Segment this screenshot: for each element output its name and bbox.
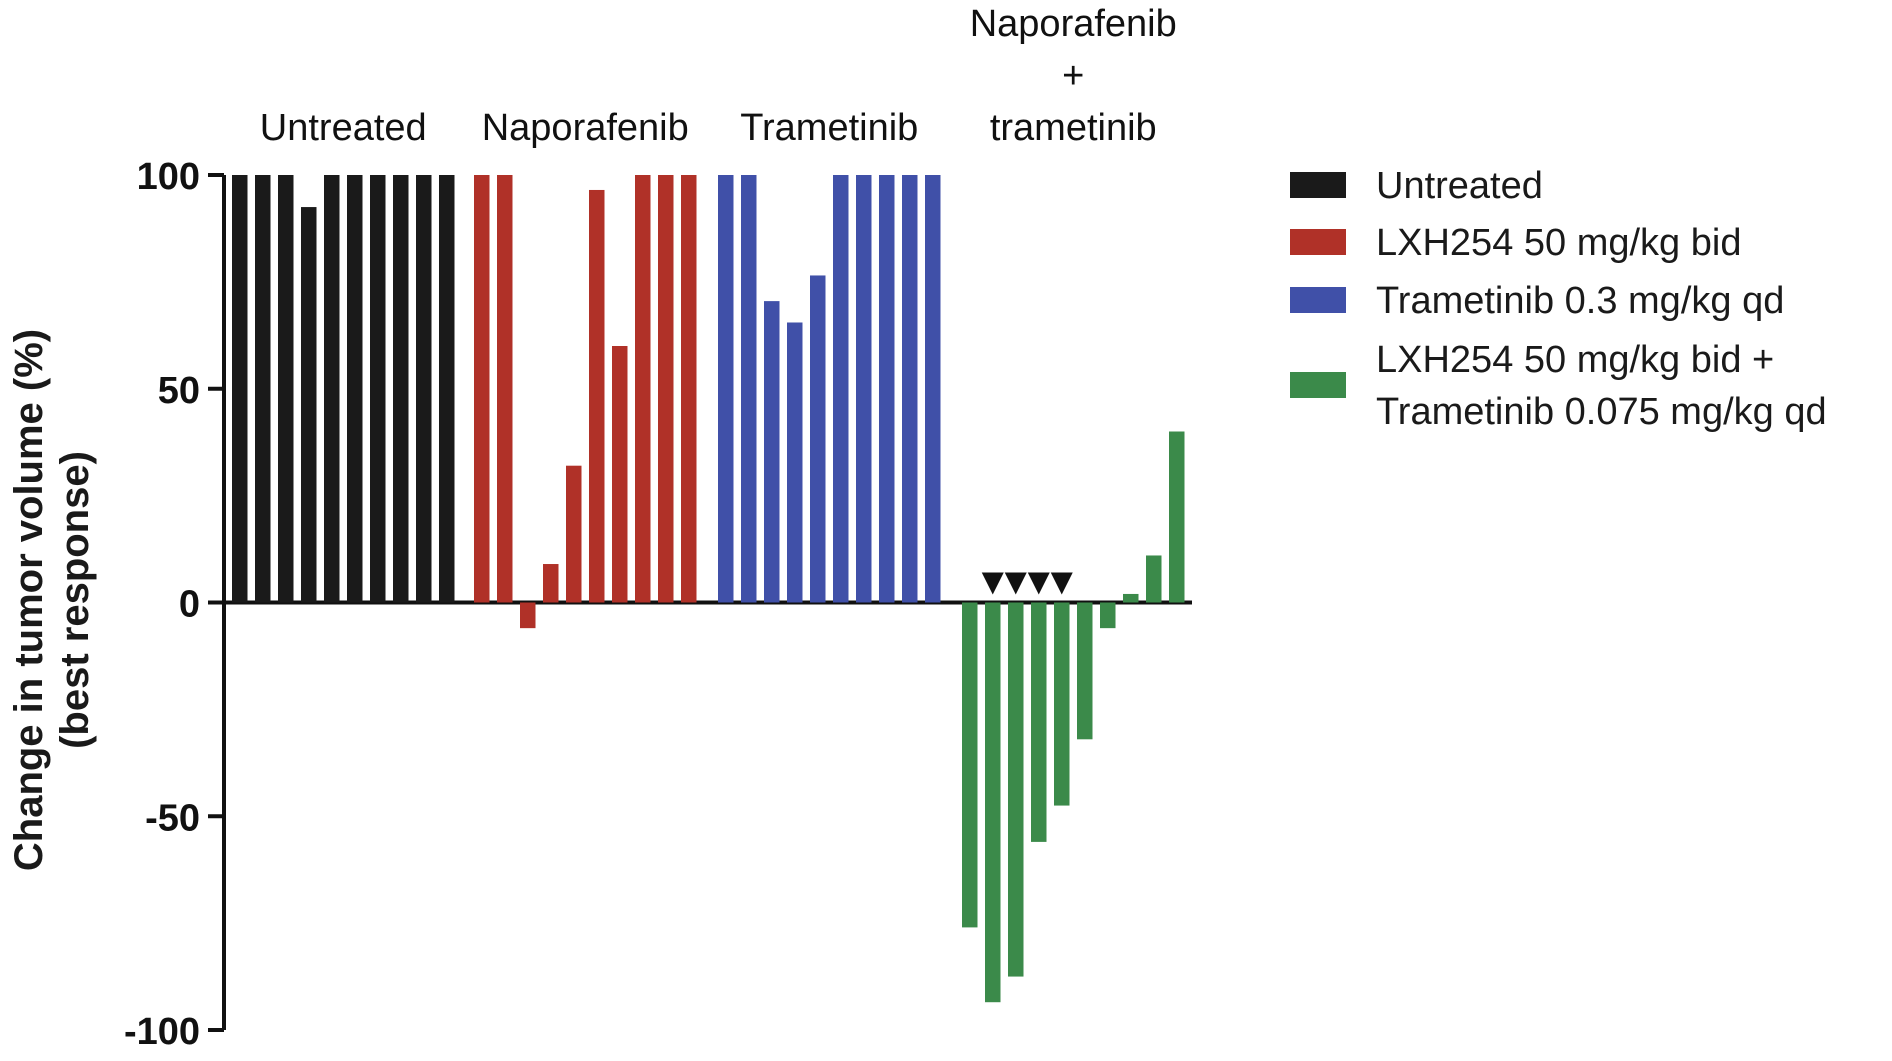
y-tick-label: -100 <box>124 1011 200 1053</box>
legend-swatch <box>1290 172 1346 198</box>
triangle-marker <box>1027 572 1050 595</box>
legend-label: Trametinib 0.075 mg/kg qd <box>1376 391 1827 433</box>
bar <box>1123 593 1139 603</box>
bar <box>1169 431 1185 603</box>
y-axis-label-line1: Change in tumor volume (%) <box>7 329 51 871</box>
bar <box>925 175 941 603</box>
legend-label: Untreated <box>1376 165 1543 207</box>
bar <box>474 175 490 603</box>
triangle-marker <box>981 572 1004 595</box>
bar <box>1008 602 1024 977</box>
bar <box>543 564 559 603</box>
bar <box>232 175 248 603</box>
markers <box>981 572 1073 595</box>
bar <box>347 175 363 603</box>
legend-label: LXH254 50 mg/kg bid <box>1376 222 1741 264</box>
bar <box>810 275 826 603</box>
bar <box>1077 602 1093 740</box>
legend-swatch <box>1290 372 1346 398</box>
y-tick-label: -50 <box>145 797 200 839</box>
group-label: Naporafenib <box>482 107 689 149</box>
bar <box>301 207 317 603</box>
legend-label: Trametinib 0.3 mg/kg qd <box>1376 280 1784 322</box>
triangle-marker <box>1050 572 1073 595</box>
bar <box>1146 555 1162 603</box>
bar <box>962 602 978 928</box>
group-label: + <box>1062 55 1084 97</box>
group-labels: Untreated Naporafenib Trametinib Naporafeni… <box>260 3 1177 149</box>
bar <box>1100 602 1116 629</box>
bar <box>879 175 895 603</box>
bar <box>324 175 340 603</box>
bar <box>497 175 513 603</box>
bar <box>741 175 757 603</box>
bar <box>902 175 918 603</box>
group-label: trametinib <box>990 107 1157 149</box>
bar <box>589 189 605 603</box>
bar <box>1054 602 1070 806</box>
bar <box>856 175 872 603</box>
bar <box>370 175 386 603</box>
y-tick-label: 100 <box>137 156 200 198</box>
bar <box>1031 602 1047 842</box>
legend-label: LXH254 50 mg/kg bid + <box>1376 339 1774 381</box>
bar <box>635 175 651 603</box>
bar <box>718 175 734 603</box>
bar <box>566 465 582 603</box>
y-tick-label: 50 <box>158 370 200 412</box>
bar <box>439 175 455 603</box>
y-axis-label: Change in tumor volume (%) (best respons… <box>7 329 97 871</box>
bar <box>681 175 697 603</box>
legend-swatch <box>1290 229 1346 255</box>
bar <box>787 322 803 603</box>
y-axis-label-line2: (best response) <box>53 451 97 749</box>
bar <box>278 175 294 603</box>
group-label: Untreated <box>260 107 427 149</box>
group-label: Trametinib <box>740 107 918 149</box>
bar <box>416 175 432 603</box>
bar <box>393 175 409 603</box>
y-tick-label: 0 <box>179 584 200 626</box>
group-label: Naporafenib <box>970 3 1177 45</box>
legend-swatch <box>1290 287 1346 313</box>
bar <box>612 346 628 603</box>
legend: Untreated LXH254 50 mg/kg bid Trametinib 0… <box>1290 165 1827 433</box>
bars <box>232 175 1185 1003</box>
bar <box>658 175 674 603</box>
bar <box>520 602 536 629</box>
bar <box>985 602 1001 1003</box>
bar <box>764 301 780 603</box>
triangle-marker <box>1004 572 1027 595</box>
bar <box>833 175 849 603</box>
bar <box>255 175 271 603</box>
